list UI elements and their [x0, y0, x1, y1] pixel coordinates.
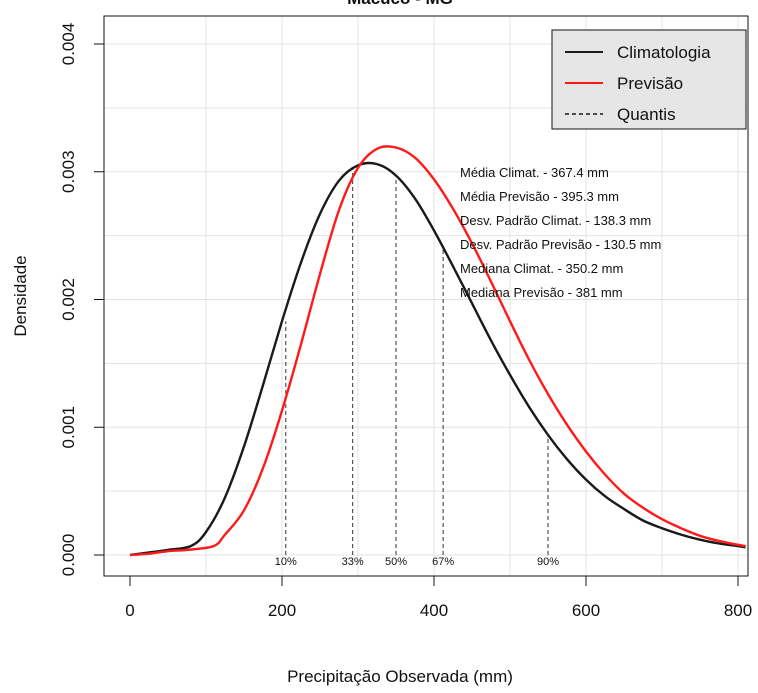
- x-tick-label: 0: [125, 601, 134, 620]
- quantile-label: 90%: [537, 556, 559, 568]
- x-tick-label: 600: [572, 601, 600, 620]
- y-tick-label: 0.002: [59, 278, 78, 321]
- legend-label-climatologia: Climatologia: [617, 43, 711, 62]
- series-line-climatologia: [129, 161, 746, 557]
- legend-label-quantis: Quantis: [617, 105, 676, 124]
- stat-annotation: Média Previsão - 395.3 mm: [460, 189, 619, 204]
- y-tick-label: 0.003: [59, 150, 78, 193]
- stats-annotations: Média Climat. - 367.4 mm Média Previsão -…: [460, 165, 661, 300]
- x-axis: 0 200 400 600 800: [125, 575, 752, 620]
- y-axis: 0.000 0.001 0.002 0.003 0.004: [59, 23, 105, 577]
- stat-annotation: Desv. Padrão Previsão - 130.5 mm: [460, 237, 661, 252]
- chart-title: Macuco - MG: [347, 0, 453, 8]
- x-tick-label: 200: [268, 601, 296, 620]
- stat-annotation: Desv. Padrão Climat. - 138.3 mm: [460, 213, 651, 228]
- y-tick-label: 0.000: [59, 534, 78, 577]
- series-line-previs-o: [129, 145, 746, 557]
- quantile-label: 33%: [342, 556, 364, 568]
- legend-label-previsao: Previsão: [617, 74, 683, 93]
- x-tick-label: 400: [420, 601, 448, 620]
- stat-annotation: Mediana Climat. - 350.2 mm: [460, 261, 623, 276]
- x-tick-label: 800: [724, 601, 752, 620]
- y-tick-label: 0.004: [59, 23, 78, 66]
- quantile-label: 10%: [275, 556, 297, 568]
- quantile-label: 50%: [385, 556, 407, 568]
- stat-annotation: Média Climat. - 367.4 mm: [460, 165, 609, 180]
- stat-annotation: Mediana Previsão - 381 mm: [460, 285, 623, 300]
- y-axis-title: Densidade: [11, 255, 30, 336]
- y-tick-label: 0.001: [59, 406, 78, 449]
- quantile-label: 67%: [432, 556, 454, 568]
- legend: Climatologia Previsão Quantis: [551, 29, 747, 130]
- legend-box: [551, 29, 747, 130]
- quantile-lines: 10% 33% 50% 67% 90%: [275, 167, 559, 568]
- x-axis-title: Precipitação Observada (mm): [287, 667, 513, 686]
- series-lines: [129, 145, 746, 557]
